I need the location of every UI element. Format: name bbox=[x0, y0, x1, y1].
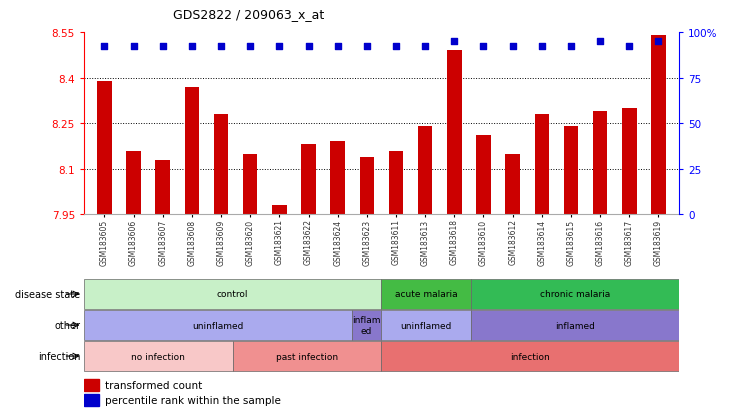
Text: acute malaria: acute malaria bbox=[395, 290, 458, 299]
Bar bbox=[331, 142, 345, 215]
Point bbox=[623, 44, 635, 51]
Bar bbox=[622, 109, 637, 215]
Text: uninflamed: uninflamed bbox=[192, 321, 244, 330]
Bar bbox=[214, 115, 228, 215]
Bar bbox=[505, 154, 520, 215]
Point bbox=[303, 44, 315, 51]
Text: disease state: disease state bbox=[15, 289, 80, 299]
FancyBboxPatch shape bbox=[471, 311, 679, 340]
Point bbox=[653, 39, 664, 45]
Text: past infection: past infection bbox=[276, 352, 338, 361]
Text: inflamed: inflamed bbox=[555, 321, 595, 330]
Point bbox=[565, 44, 577, 51]
Text: no infection: no infection bbox=[131, 352, 185, 361]
FancyBboxPatch shape bbox=[84, 341, 233, 371]
Bar bbox=[476, 136, 491, 215]
Bar bbox=[418, 127, 432, 215]
Text: inflam
ed: inflam ed bbox=[353, 316, 381, 335]
Point bbox=[157, 44, 169, 51]
Text: GDS2822 / 209063_x_at: GDS2822 / 209063_x_at bbox=[173, 8, 324, 21]
Bar bbox=[97, 81, 112, 215]
FancyBboxPatch shape bbox=[233, 341, 381, 371]
Bar bbox=[388, 151, 403, 215]
Point bbox=[99, 44, 110, 51]
Bar bbox=[155, 160, 170, 215]
Point bbox=[128, 44, 139, 51]
FancyBboxPatch shape bbox=[352, 311, 381, 340]
Point bbox=[390, 44, 402, 51]
Text: chronic malaria: chronic malaria bbox=[539, 290, 610, 299]
FancyBboxPatch shape bbox=[381, 280, 471, 309]
Point bbox=[332, 44, 344, 51]
Point bbox=[186, 44, 198, 51]
Point bbox=[215, 44, 227, 51]
Bar bbox=[84, 394, 99, 406]
Bar bbox=[272, 206, 287, 215]
FancyBboxPatch shape bbox=[84, 280, 381, 309]
Text: control: control bbox=[217, 290, 248, 299]
Point bbox=[448, 39, 460, 45]
FancyBboxPatch shape bbox=[381, 311, 471, 340]
Bar bbox=[593, 112, 607, 215]
Bar bbox=[651, 36, 666, 215]
FancyBboxPatch shape bbox=[84, 311, 352, 340]
Point bbox=[274, 44, 285, 51]
FancyBboxPatch shape bbox=[381, 341, 679, 371]
Point bbox=[536, 44, 548, 51]
Bar bbox=[126, 151, 141, 215]
Bar bbox=[534, 115, 549, 215]
Point bbox=[594, 39, 606, 45]
Bar bbox=[84, 379, 99, 391]
Text: other: other bbox=[54, 320, 80, 330]
Point bbox=[361, 44, 373, 51]
Bar bbox=[447, 51, 461, 215]
Bar bbox=[301, 145, 316, 215]
Bar bbox=[185, 88, 199, 215]
Text: uninflamed: uninflamed bbox=[400, 321, 452, 330]
FancyBboxPatch shape bbox=[471, 280, 679, 309]
Text: infection: infection bbox=[38, 351, 80, 361]
Point bbox=[507, 44, 518, 51]
Bar bbox=[243, 154, 258, 215]
Bar bbox=[564, 127, 578, 215]
Text: percentile rank within the sample: percentile rank within the sample bbox=[105, 395, 280, 405]
Bar bbox=[360, 157, 374, 215]
Text: transformed count: transformed count bbox=[105, 380, 202, 390]
Point bbox=[419, 44, 431, 51]
Text: infection: infection bbox=[510, 352, 550, 361]
Point bbox=[477, 44, 489, 51]
Point bbox=[245, 44, 256, 51]
